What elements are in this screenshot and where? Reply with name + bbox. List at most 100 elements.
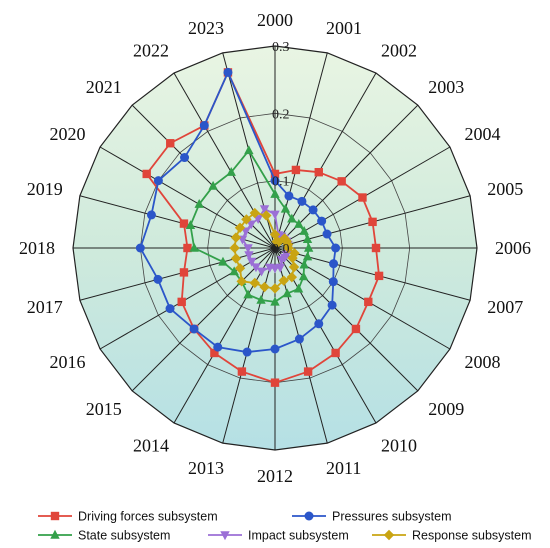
data-point: [302, 234, 313, 243]
category-label: 2011: [326, 458, 361, 478]
grid-spoke: [79, 247, 276, 301]
data-point: [294, 334, 304, 344]
data-point: [327, 300, 337, 310]
data-point: [135, 243, 145, 253]
data-point: [208, 180, 218, 190]
category-label: 2005: [487, 179, 523, 199]
data-point: [244, 251, 254, 261]
data-point: [297, 196, 307, 206]
legend-label: State subsystem: [78, 529, 170, 543]
data-point: [270, 210, 280, 220]
category-label: 2008: [464, 352, 500, 372]
data-point: [153, 176, 163, 186]
radial-tick-label: 0.0: [272, 242, 290, 257]
data-point: [364, 297, 373, 307]
category-label: 2017: [27, 297, 63, 317]
grid-spoke: [274, 52, 328, 249]
data-point: [351, 324, 361, 334]
category-label: 2001: [326, 18, 362, 38]
data-point: [270, 344, 280, 354]
legend-item: Driving forces subsystem: [38, 510, 218, 524]
legend-label: Pressures subsystem: [332, 510, 451, 524]
data-point: [177, 297, 186, 307]
data-point: [183, 243, 192, 253]
category-label: 2015: [86, 399, 122, 419]
category-label: 2018: [19, 238, 55, 258]
data-point: [165, 304, 175, 314]
data-point: [270, 169, 280, 179]
legend-marker: [50, 511, 60, 521]
category-label: 2000: [257, 10, 293, 30]
data-point: [299, 225, 309, 235]
data-point: [246, 220, 256, 230]
grid-spoke: [99, 247, 276, 350]
data-point: [218, 256, 228, 266]
data-point: [294, 218, 304, 228]
data-point: [288, 261, 300, 273]
data-point: [256, 267, 267, 277]
data-point: [223, 67, 233, 77]
data-point: [374, 271, 384, 281]
category-label: 2021: [86, 77, 122, 97]
legend-item: Pressures subsystem: [292, 510, 451, 524]
data-point: [280, 203, 291, 213]
category-label: 2019: [27, 179, 63, 199]
data-point: [270, 176, 280, 186]
data-point: [317, 216, 327, 226]
category-label: 2003: [428, 77, 464, 97]
data-point: [243, 244, 253, 254]
data-point: [331, 348, 340, 358]
data-point: [277, 255, 287, 265]
data-point: [273, 236, 284, 248]
data-point: [256, 294, 266, 304]
data-point: [261, 210, 272, 221]
category-label: 2002: [381, 41, 417, 61]
category-label: 2007: [487, 297, 523, 317]
data-point: [287, 252, 298, 264]
data-point: [179, 219, 189, 228]
data-point: [199, 121, 209, 131]
data-point: [278, 275, 289, 286]
data-point: [283, 242, 294, 254]
data-point: [303, 367, 313, 376]
data-point: [142, 169, 151, 179]
data-point: [331, 243, 341, 253]
data-point: [291, 165, 301, 175]
legend-marker: [220, 531, 230, 541]
data-point: [249, 277, 260, 289]
legend-label: Driving forces subsystem: [78, 510, 218, 524]
data-point: [241, 227, 251, 237]
data-point: [329, 259, 339, 269]
data-point: [244, 145, 254, 155]
data-point: [328, 277, 338, 287]
data-point: [314, 319, 324, 329]
category-label: 2020: [50, 124, 86, 144]
legend-label: Impact subsystem: [248, 529, 349, 543]
legend-marker: [304, 511, 314, 521]
category-label: 2022: [133, 41, 169, 61]
grid-spoke: [274, 247, 419, 392]
category-label: 2012: [257, 466, 293, 486]
category-label: 2010: [381, 435, 417, 455]
legend-label: Response subsystem: [412, 529, 532, 543]
data-point: [226, 166, 236, 176]
data-point: [251, 263, 261, 273]
series-driving-forces-subsystem: [142, 68, 384, 387]
data-point: [286, 271, 298, 283]
data-point: [287, 213, 297, 223]
data-point: [284, 191, 294, 201]
category-labels: 2000 2001 2002 2003 2004 2005 2006 2007 2008 2009…: [19, 10, 531, 486]
data-point: [185, 220, 196, 230]
data-point: [270, 188, 280, 198]
data-point: [270, 378, 280, 387]
legend: Driving forces subsystem Pressures subsys…: [38, 510, 532, 543]
legend-item: State subsystem: [38, 529, 170, 543]
data-point: [213, 342, 223, 352]
data-point: [337, 177, 346, 186]
data-point: [234, 263, 246, 274]
data-point: [230, 232, 242, 243]
radial-tick-label: 0.1: [272, 175, 290, 190]
data-point: [180, 153, 190, 163]
category-label: 2023: [188, 18, 224, 38]
